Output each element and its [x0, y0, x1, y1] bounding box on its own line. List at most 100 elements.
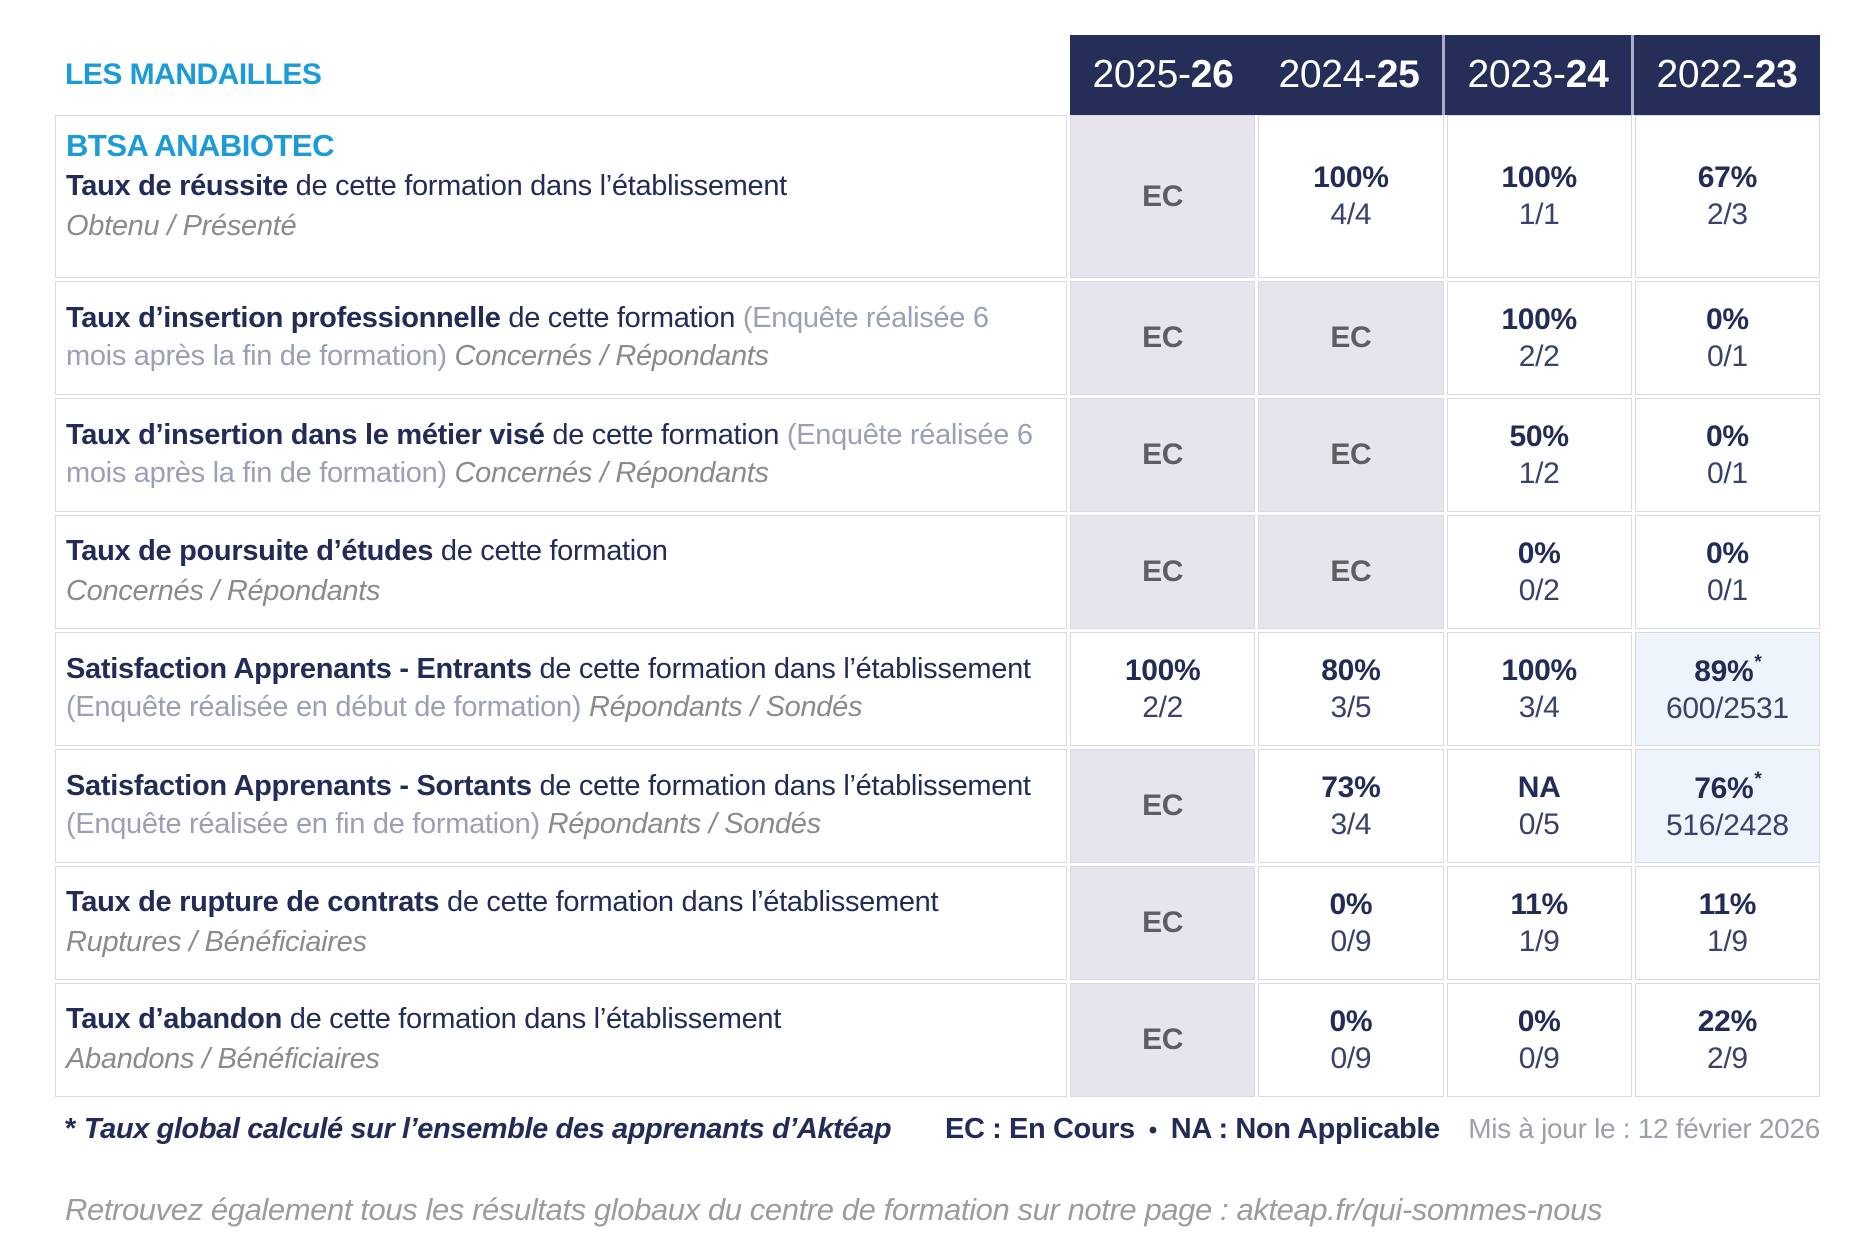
cell-value: 0% 0/9: [1258, 866, 1444, 980]
asterisk-marker: *: [1754, 651, 1762, 673]
year-suffix: 24: [1565, 53, 1609, 96]
cell-ec: EC: [1070, 749, 1256, 863]
percentage-text: 89%: [1694, 654, 1754, 688]
ec-legend-text: EC : En Cours: [945, 1113, 1135, 1145]
row-legend: Concernés / Répondants: [454, 457, 770, 489]
cell-value: 0% 0/9: [1446, 983, 1632, 1097]
fraction-value: 2/2: [1142, 690, 1184, 724]
brand-area: LES MANDAILLES: [55, 35, 1067, 115]
results-table: BTSA ANABIOTEC Taux de réussite de cette…: [55, 115, 1820, 1097]
fraction-value: 3/5: [1330, 690, 1372, 724]
cell-value: 80% 3/5: [1258, 632, 1444, 746]
year-header: 2025- 26 2024- 25 2023- 24 2022- 23: [1070, 35, 1820, 115]
percentage-value: 0%: [1705, 536, 1749, 570]
fraction-value: 1/9: [1706, 924, 1748, 958]
row-label-insertion-professionnelle: Taux d’insertion professionnelle de cett…: [55, 281, 1067, 395]
ec-value: EC: [1142, 321, 1184, 354]
row-title: Taux d’insertion dans le métier visé: [66, 419, 545, 452]
percentage-value: 100%: [1501, 653, 1577, 687]
ec-value: EC: [1142, 1023, 1184, 1056]
row-label-satisfaction-entrants: Satisfaction Apprenants - Entrants de ce…: [55, 632, 1067, 746]
fraction-value: 4/4: [1330, 198, 1372, 231]
fraction-value: 0/9: [1330, 1041, 1372, 1075]
ec-value: EC: [1142, 438, 1184, 471]
program-title: BTSA ANABIOTEC: [66, 128, 334, 163]
row-survey-note: (Enquête réalisée en début de formation): [66, 691, 589, 723]
row-description: Taux de réussite de cette formation dans…: [66, 168, 1048, 245]
asterisk-symbol: *: [65, 1113, 76, 1145]
cell-value: 100% 3/4: [1446, 632, 1632, 746]
year-suffix: 23: [1754, 53, 1798, 96]
row-label-rupture-contrats: Taux de rupture de contrats de cette for…: [55, 866, 1067, 980]
fraction-value: 1/2: [1518, 456, 1560, 490]
cell-value: 0% 0/2: [1446, 515, 1632, 629]
fraction-value: 0/1: [1706, 339, 1748, 373]
cell-value-na: NA 0/5: [1446, 749, 1632, 863]
asterisk-note: * Taux global calculé sur l’ensemble des …: [55, 1113, 945, 1146]
cell-value: 0% 0/1: [1634, 281, 1820, 395]
fraction-value: 0/1: [1706, 456, 1748, 490]
year-prefix: 2025-: [1092, 53, 1191, 96]
results-page: LES MANDAILLES 2025- 26 2024- 25 2023- 24 2…: [0, 35, 1875, 1250]
cell-value: 11% 1/9: [1446, 866, 1632, 980]
cell-value: 0% 0/9: [1258, 983, 1444, 1097]
row-desc-text: de cette formation dans l’établissement: [282, 1003, 782, 1036]
ec-value: EC: [1330, 321, 1372, 354]
percentage-value: 0%: [1517, 1004, 1561, 1038]
bullet-separator: •: [1148, 1117, 1157, 1144]
percentage-value: 89%*: [1694, 651, 1762, 688]
percentage-value: 76%*: [1694, 770, 1762, 805]
asterisk-note-text: Taux global calculé sur l’ensemble des a…: [83, 1113, 892, 1145]
row-desc-text: de cette formation: [500, 302, 743, 335]
row-description: Satisfaction Apprenants - Entrants de ce…: [66, 651, 1048, 726]
cell-ec: EC: [1258, 398, 1444, 512]
cell-value: 73% 3/4: [1258, 749, 1444, 863]
cell-value: 22% 2/9: [1634, 983, 1820, 1097]
row-title: Satisfaction Apprenants - Sortants: [66, 770, 532, 803]
fraction-value: 516/2428: [1666, 808, 1789, 842]
fraction-value: 2/9: [1706, 1041, 1748, 1075]
row-survey-note: (Enquête réalisée 6 mois après la fin de…: [66, 302, 989, 372]
row-legend: Ruptures / Bénéficiaires: [66, 926, 367, 958]
row-description: Taux de poursuite d’études de cette form…: [66, 533, 1048, 610]
row-label-satisfaction-sortants: Satisfaction Apprenants - Sortants de ce…: [55, 749, 1067, 863]
percentage-value: 100%: [1501, 161, 1577, 194]
row-title: Taux de rupture de contrats: [66, 886, 440, 919]
row-description: Satisfaction Apprenants - Sortants de ce…: [66, 768, 1048, 843]
row-desc-text: de cette formation dans l’établissement: [439, 886, 939, 919]
fraction-value: 600/2531: [1666, 691, 1789, 725]
top-bar: LES MANDAILLES 2025- 26 2024- 25 2023- 24 2…: [55, 35, 1820, 115]
ec-value: EC: [1142, 789, 1184, 822]
cell-value: 0% 0/1: [1634, 398, 1820, 512]
ec-value: EC: [1330, 438, 1372, 471]
footnote-bar: * Taux global calculé sur l’ensemble des …: [55, 1113, 1820, 1146]
ec-value: EC: [1142, 555, 1184, 588]
percentage-value: 73%: [1321, 770, 1381, 804]
cell-ec: EC: [1070, 115, 1256, 278]
cell-value: 100% 1/1: [1446, 115, 1632, 278]
percentage-text: 76%: [1694, 771, 1754, 805]
na-legend-text: NA : Non Applicable: [1170, 1113, 1440, 1145]
row-description: Taux d’abandon de cette formation dans l…: [66, 1001, 1048, 1078]
row-label-insertion-metier: Taux d’insertion dans le métier visé de …: [55, 398, 1067, 512]
row-desc-text: de cette formation dans l’établissement: [531, 770, 1031, 803]
cell-value: 100% 2/2: [1446, 281, 1632, 395]
row-desc-text: de cette formation: [433, 535, 668, 568]
cell-ec: EC: [1070, 515, 1256, 629]
row-desc-text: de cette formation dans l’établissement: [287, 170, 788, 203]
row-label-abandon: Taux d’abandon de cette formation dans l…: [55, 983, 1067, 1097]
cell-value: 67% 2/3: [1634, 115, 1820, 278]
row-legend: Concernés / Répondants: [66, 575, 381, 607]
percentage-value: 80%: [1321, 653, 1381, 687]
year-prefix: 2022-: [1656, 53, 1755, 96]
cell-value: 11% 1/9: [1634, 866, 1820, 980]
fraction-value: 3/4: [1330, 807, 1372, 841]
percentage-value: 100%: [1313, 161, 1389, 194]
percentage-value: 50%: [1509, 419, 1569, 453]
row-survey-note: (Enquête réalisée 6 mois après la fin de…: [66, 419, 1033, 489]
row-title: Taux de réussite: [66, 170, 288, 203]
row-title: Taux d’insertion professionnelle: [66, 302, 501, 335]
row-description: Taux d’insertion dans le métier visé de …: [66, 417, 1048, 492]
fraction-value: 0/9: [1518, 1041, 1560, 1075]
cell-ec: EC: [1070, 866, 1256, 980]
